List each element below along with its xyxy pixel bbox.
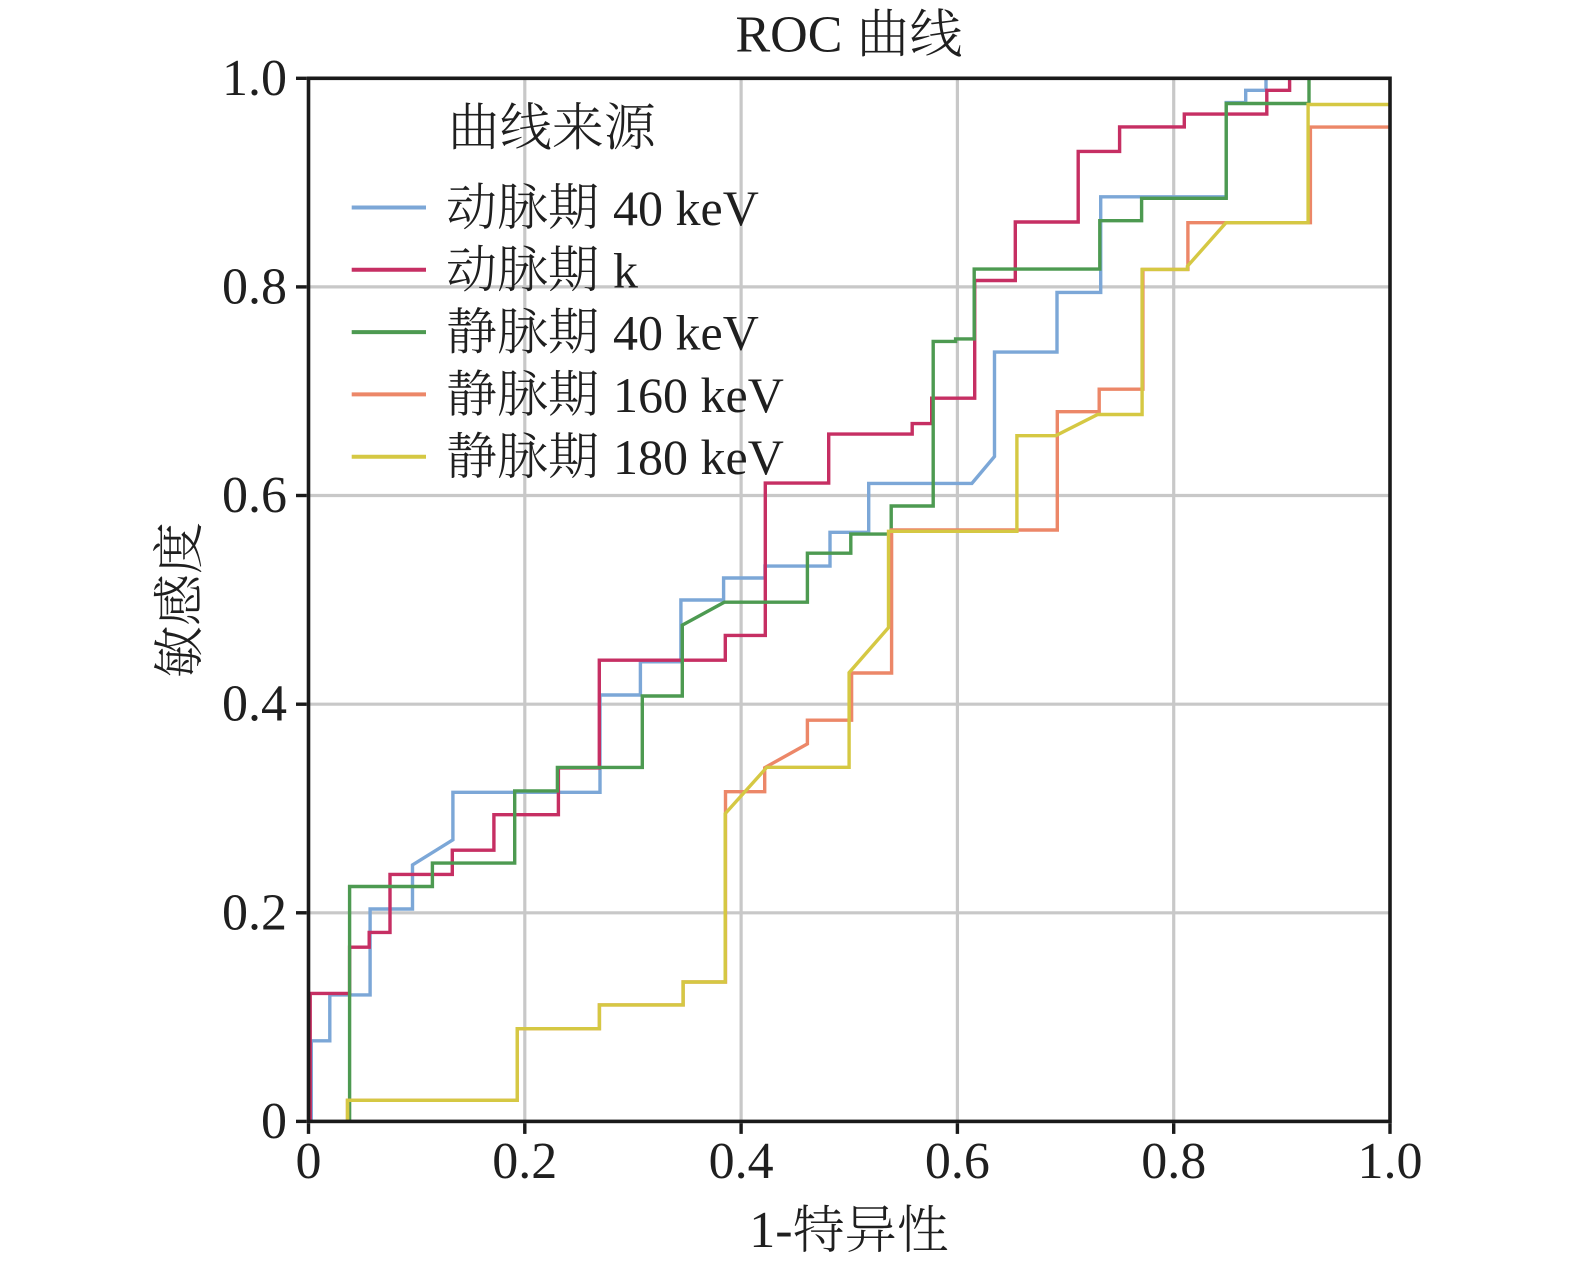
svg-text:1.0: 1.0: [1358, 1133, 1423, 1190]
svg-text:0.4: 0.4: [222, 676, 287, 733]
svg-text:0.6: 0.6: [925, 1133, 990, 1190]
svg-text:0.8: 0.8: [222, 258, 287, 315]
svg-text:ROC: ROC: [736, 7, 843, 64]
svg-text:k: k: [613, 242, 638, 298]
svg-text:1-: 1-: [749, 1202, 792, 1259]
svg-text:180 keV: 180 keV: [613, 429, 784, 485]
svg-text:0: 0: [296, 1133, 322, 1190]
svg-text:0.2: 0.2: [222, 884, 287, 941]
svg-text:0.2: 0.2: [492, 1133, 557, 1190]
svg-text:40 keV: 40 keV: [613, 180, 759, 236]
svg-text:0.6: 0.6: [222, 467, 287, 524]
svg-text:160 keV: 160 keV: [613, 367, 784, 423]
svg-text:1.0: 1.0: [222, 50, 287, 107]
svg-text:0.4: 0.4: [709, 1133, 774, 1190]
svg-text:0.8: 0.8: [1141, 1133, 1206, 1190]
svg-text:0: 0: [261, 1093, 287, 1150]
svg-text:40 keV: 40 keV: [613, 305, 759, 361]
